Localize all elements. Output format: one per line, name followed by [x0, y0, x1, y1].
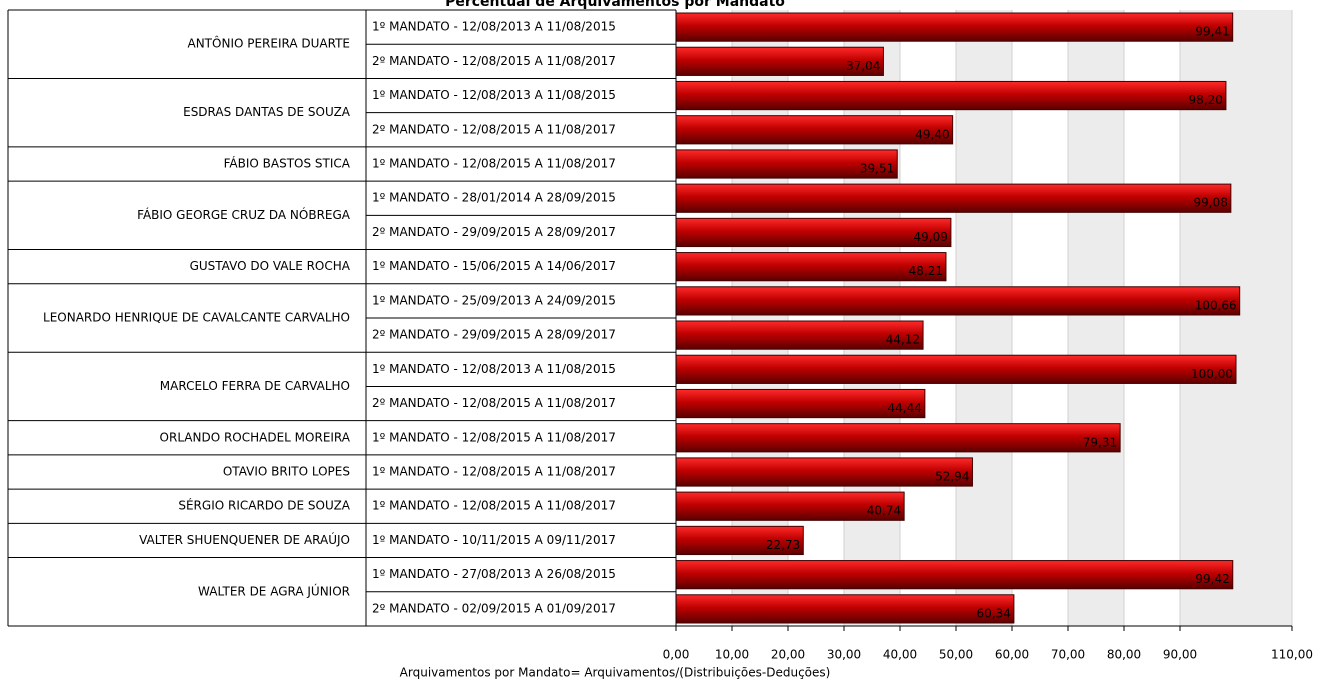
value-label: 22,73	[766, 538, 800, 552]
category-label: 1º MANDATO - 12/08/2015 A 11/08/2017	[372, 430, 616, 444]
bar	[675, 388, 926, 419]
value-label: 98,20	[1189, 93, 1223, 107]
category-label: 1º MANDATO - 12/08/2015 A 11/08/2017	[372, 499, 616, 513]
category-label: 1º MANDATO - 12/08/2013 A 11/08/2015	[372, 362, 616, 376]
x-tick-label: 20,00	[771, 648, 805, 662]
category-label: 1º MANDATO - 25/09/2013 A 24/09/2015	[372, 293, 616, 307]
bar	[675, 354, 1237, 384]
x-tick-label: 0,00	[663, 648, 690, 662]
group-name: ESDRAS DANTAS DE SOUZA	[183, 105, 351, 119]
bar	[675, 217, 952, 248]
value-label: 99,41	[1195, 25, 1229, 39]
value-label: 37,04	[846, 59, 880, 73]
value-label: 49,09	[914, 230, 948, 244]
category-label: 2º MANDATO - 02/09/2015 A 01/09/2017	[372, 601, 616, 615]
group-name: MARCELO FERRA DE CARVALHO	[160, 379, 350, 393]
group-name: GUSTAVO DO VALE ROCHA	[190, 259, 351, 273]
bar	[675, 560, 1234, 590]
x-tick-label: 70,00	[1051, 648, 1085, 662]
group-name: ORLANDO ROCHADEL MOREIRA	[160, 430, 351, 444]
group-name: WALTER DE AGRA JÚNIOR	[198, 583, 350, 598]
group-name: FÁBIO BASTOS STICA	[224, 156, 351, 171]
group-name: SÉRGIO RICARDO DE SOUZA	[178, 498, 350, 513]
value-label: 60,34	[977, 606, 1011, 620]
bar	[675, 286, 1241, 316]
value-label: 40,74	[867, 504, 901, 518]
value-label: 44,44	[888, 401, 922, 415]
bar	[675, 46, 884, 76]
category-label: 1º MANDATO - 12/08/2015 A 11/08/2017	[372, 157, 616, 171]
x-axis-label: Arquivamentos por Mandato= Arquivamentos…	[400, 666, 831, 680]
group-name: LEONARDO HENRIQUE DE CAVALCANTE CARVALHO	[43, 311, 350, 325]
x-tick-label: 60,00	[995, 648, 1029, 662]
bar	[675, 525, 804, 556]
bar	[675, 183, 1232, 213]
value-label: 99,42	[1195, 572, 1229, 586]
category-label: 2º MANDATO - 12/08/2015 A 11/08/2017	[372, 54, 616, 68]
category-label: 1º MANDATO - 15/06/2015 A 14/06/2017	[372, 259, 616, 273]
category-label: 1º MANDATO - 28/01/2014 A 28/09/2015	[372, 191, 616, 205]
x-tick-label: 110,00	[1271, 648, 1313, 662]
category-label: 1º MANDATO - 10/11/2015 A 09/11/2017	[372, 533, 616, 547]
bar	[675, 80, 1227, 111]
bar	[675, 594, 1015, 624]
value-label: 44,12	[886, 333, 920, 347]
value-label: 39,51	[860, 162, 894, 176]
group-name: FÁBIO GEORGE CRUZ DA NÓBREGA	[137, 207, 351, 222]
grid-band	[732, 10, 788, 626]
bar	[675, 12, 1234, 42]
category-label: 1º MANDATO - 27/08/2013 A 26/08/2015	[372, 567, 616, 581]
x-tick-label: 50,00	[939, 648, 973, 662]
category-label: 2º MANDATO - 12/08/2015 A 11/08/2017	[372, 122, 616, 136]
grid-band	[1180, 10, 1292, 626]
x-tick-label: 30,00	[827, 648, 861, 662]
bar	[675, 115, 954, 145]
grid-band	[1068, 10, 1124, 626]
x-tick-label: 40,00	[883, 648, 917, 662]
value-label: 48,21	[909, 264, 943, 278]
value-label: 100,66	[1195, 298, 1237, 312]
x-tick-label: 80,00	[1107, 648, 1141, 662]
category-label: 1º MANDATO - 12/08/2013 A 11/08/2015	[372, 20, 616, 34]
category-label: 2º MANDATO - 12/08/2015 A 11/08/2017	[372, 396, 616, 410]
bar	[675, 423, 1121, 453]
grid-band	[844, 10, 900, 626]
value-label: 100,00	[1191, 367, 1233, 381]
value-label: 79,31	[1083, 435, 1117, 449]
x-tick-label: 90,00	[1163, 648, 1197, 662]
category-label: 2º MANDATO - 29/09/2015 A 28/09/2017	[372, 225, 616, 239]
bar	[675, 252, 947, 282]
category-label: 1º MANDATO - 12/08/2013 A 11/08/2015	[372, 88, 616, 102]
value-label: 99,08	[1193, 196, 1227, 210]
x-tick-label: 10,00	[715, 648, 749, 662]
group-name: ANTÔNIO PEREIRA DUARTE	[188, 36, 351, 51]
chart-title: Percentual de Arquivamentos por Mandato	[445, 0, 785, 10]
bar	[675, 457, 973, 487]
category-label: 2º MANDATO - 29/09/2015 A 28/09/2017	[372, 328, 616, 342]
bar	[675, 320, 924, 350]
group-name: VALTER SHUENQUENER DE ARAÚJO	[139, 532, 350, 547]
bar	[675, 149, 898, 179]
value-label: 52,94	[935, 470, 969, 484]
value-label: 49,40	[915, 127, 949, 141]
group-name: OTAVIO BRITO LOPES	[223, 465, 350, 479]
category-label: 1º MANDATO - 12/08/2015 A 11/08/2017	[372, 465, 616, 479]
grid-band	[956, 10, 1012, 626]
